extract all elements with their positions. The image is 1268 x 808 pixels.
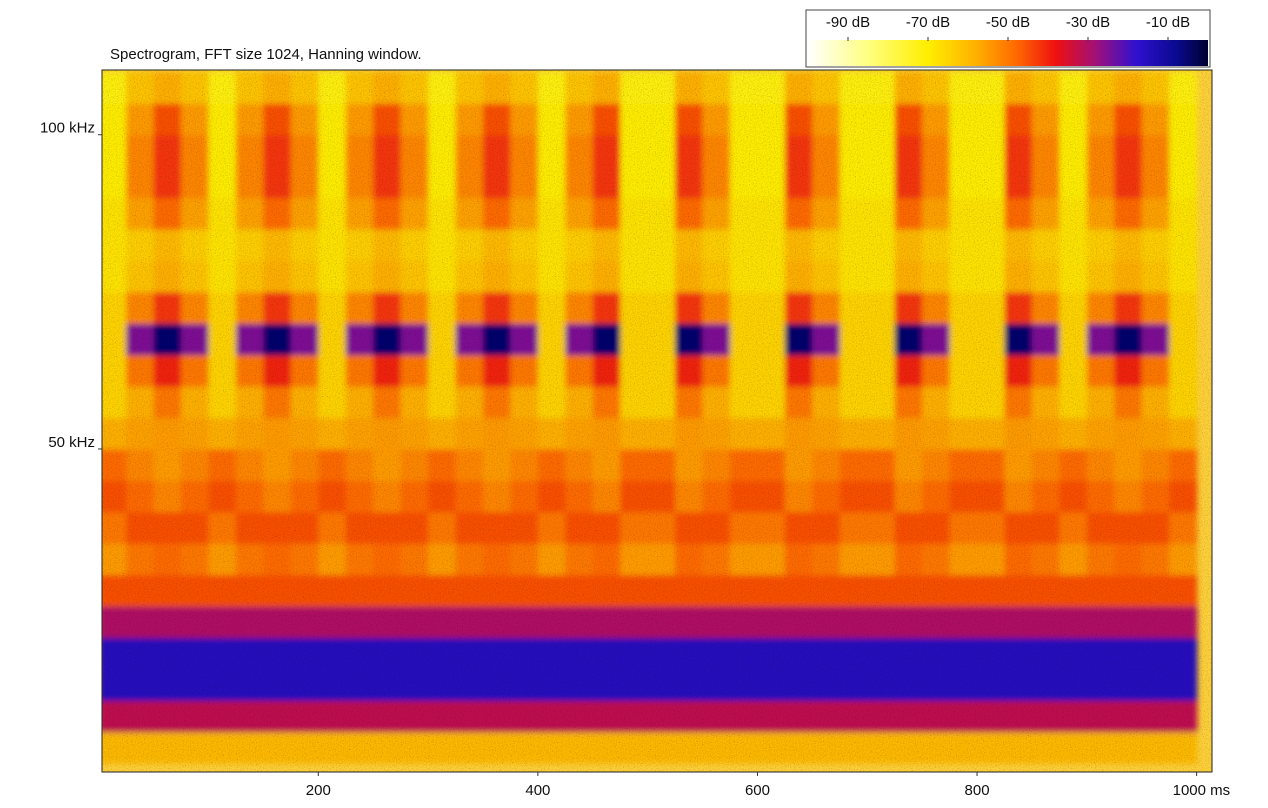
- x-tick-label: 400: [525, 782, 550, 799]
- y-tick-label: 50 kHz: [48, 434, 95, 451]
- x-tick-label: 200: [306, 782, 331, 799]
- colorbar-tick-label: -70 dB: [906, 14, 950, 31]
- axes: -90 dB -70 dB -50 dB -30 dB -10 dB 200 400 600 8…: [40, 14, 1230, 799]
- x-tick-label: 1000 ms: [1173, 782, 1231, 799]
- colorbar-tick-label: -90 dB: [826, 14, 870, 31]
- colorbar: [808, 40, 1208, 66]
- x-tick-label: 600: [745, 782, 770, 799]
- colorbar-tick-label: -30 dB: [1066, 14, 1110, 31]
- colorbar-tick-label: -10 dB: [1146, 14, 1190, 31]
- plot-frame: [101, 69, 1213, 773]
- texture: [102, 70, 1212, 772]
- y-tick-label: 100 kHz: [40, 120, 95, 137]
- x-tick-label: 800: [965, 782, 990, 799]
- colorbar-tick-label: -50 dB: [986, 14, 1030, 31]
- chart-title: Spectrogram, FFT size 1024, Hanning wind…: [110, 46, 422, 63]
